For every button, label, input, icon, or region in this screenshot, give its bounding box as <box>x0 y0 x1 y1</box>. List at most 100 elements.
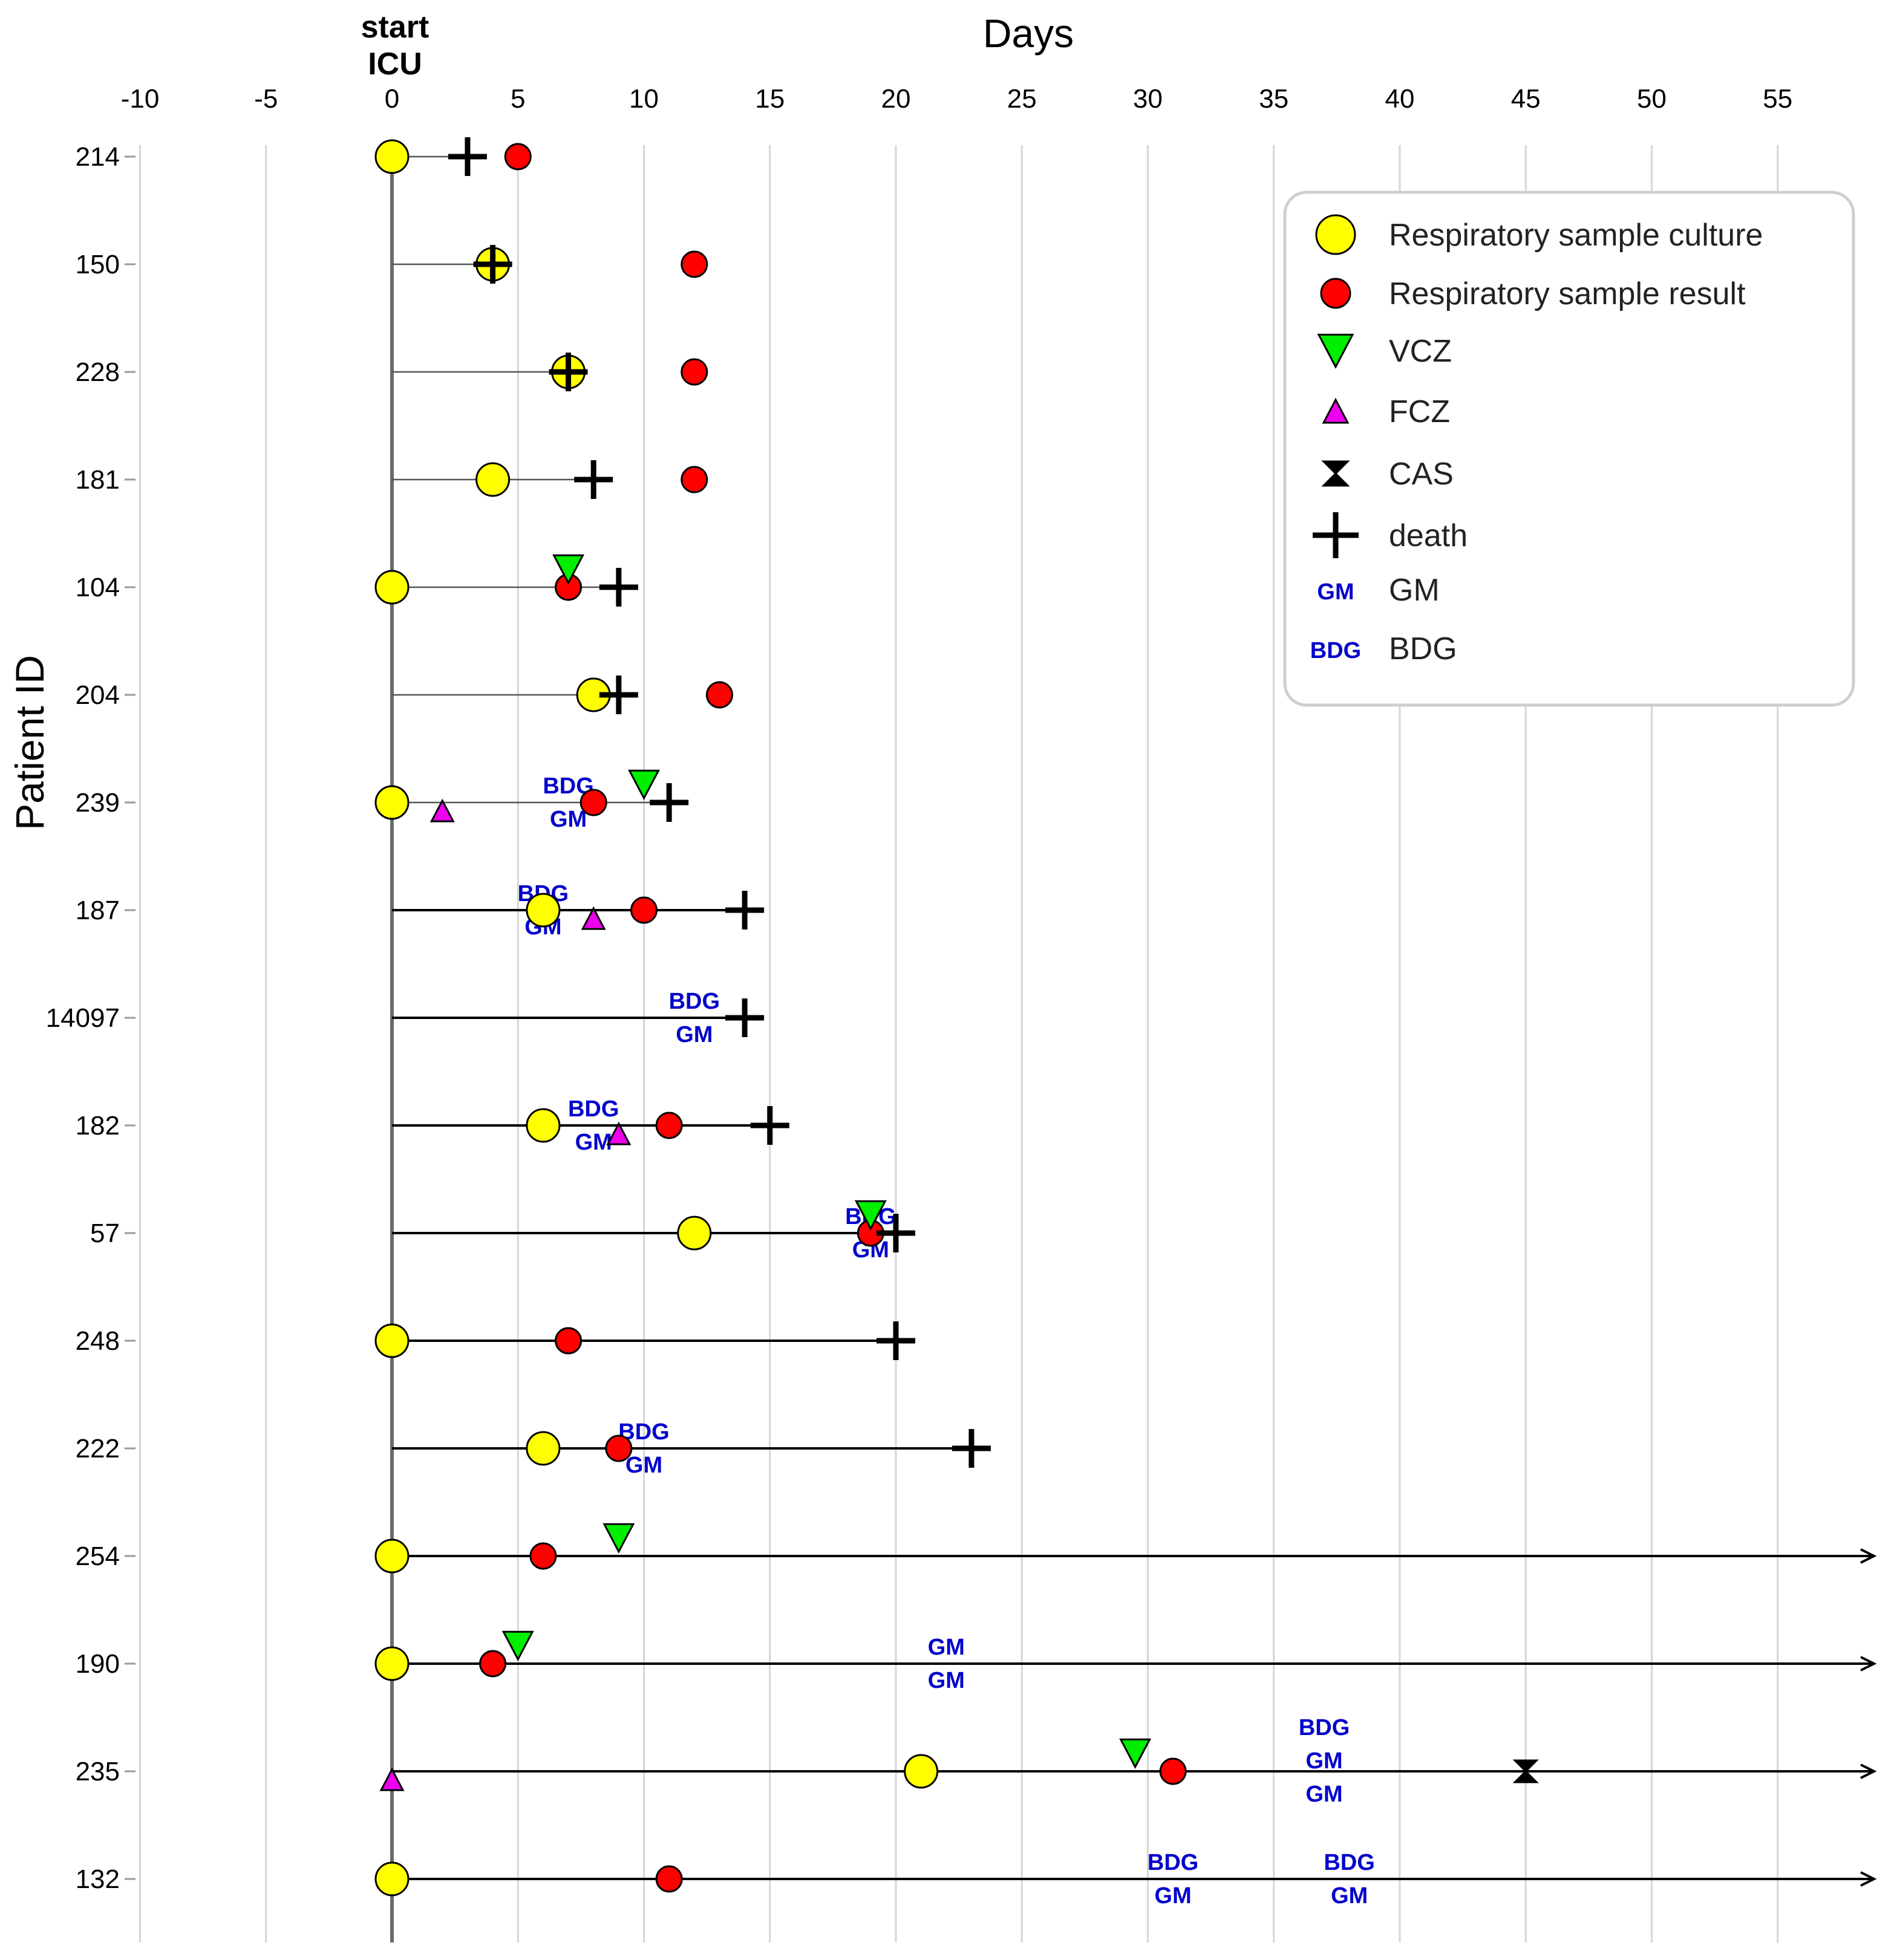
patient-row-132: 132 BDG GM BDG GM <box>76 1850 1877 1909</box>
culture-marker <box>526 1108 561 1143</box>
culture-marker <box>526 893 561 928</box>
patient-row-190: 190 GM GM <box>76 1630 1877 1693</box>
y-tick-label: 214 <box>76 142 120 172</box>
legend-label: death <box>1389 518 1468 553</box>
x-tick-label: 5 <box>511 84 525 114</box>
death-marker <box>650 783 689 822</box>
culture-marker <box>374 1646 410 1681</box>
y-tick-label: 57 <box>90 1219 120 1248</box>
patient-row-214: 214 <box>76 137 532 176</box>
vcz-marker <box>1119 1738 1152 1770</box>
death-marker <box>574 460 613 499</box>
lab-label-bdg: BDG <box>568 1096 619 1122</box>
legend-label: CAS <box>1389 457 1454 492</box>
x-tick-label: 55 <box>1763 84 1792 114</box>
result-marker <box>605 1434 633 1462</box>
vcz-marker <box>501 1630 534 1662</box>
legend-vcz-icon <box>1317 333 1354 369</box>
legend-result-icon <box>1320 278 1351 309</box>
result-marker <box>479 1650 507 1678</box>
culture-marker <box>374 570 410 605</box>
vcz-marker <box>552 554 585 585</box>
y-tick-label: 254 <box>76 1542 120 1571</box>
patient-row-254: 254 <box>76 1523 1877 1574</box>
patient-row-182: 182 BDG GM <box>76 1096 789 1155</box>
timeline-arrow <box>1860 1548 1877 1564</box>
result-marker <box>555 1327 583 1355</box>
y-tick-label: 14097 <box>46 1003 120 1033</box>
culture-marker <box>374 1323 410 1358</box>
legend-cas-icon <box>1321 460 1350 487</box>
y-tick-label: 222 <box>76 1434 120 1463</box>
y-tick-label: 248 <box>76 1326 120 1356</box>
legend-item-gm: GM GM <box>1317 573 1439 608</box>
y-tick-label: 187 <box>76 896 120 925</box>
result-marker <box>681 466 708 493</box>
legend-item-culture: Respiratory sample culture <box>1315 214 1763 255</box>
death-marker <box>725 891 765 930</box>
death-marker <box>448 137 487 176</box>
vcz-marker <box>628 769 660 801</box>
lab-label-gm: GM <box>625 1453 662 1478</box>
death-marker <box>549 353 588 391</box>
result-marker <box>580 789 607 816</box>
lab-label-gm: GM <box>928 1668 965 1693</box>
legend-culture-icon <box>1315 214 1356 255</box>
legend-label: BDG <box>1389 631 1457 666</box>
result-marker <box>504 143 532 171</box>
legend-item-result: Respiratory sample result <box>1320 276 1746 311</box>
legend-item-bdg: BDG BDG <box>1310 631 1457 666</box>
lab-label-gm: GM <box>1155 1883 1192 1909</box>
death-marker <box>473 245 512 284</box>
patient-row-228: 228 <box>76 353 708 391</box>
x-tick-label: 35 <box>1259 84 1288 114</box>
fcz-marker <box>581 906 606 930</box>
culture-marker <box>475 462 511 497</box>
death-marker <box>877 1214 915 1252</box>
result-marker <box>681 358 708 386</box>
legend-item-cas: CAS <box>1321 457 1454 492</box>
legend: Respiratory sample culture Respiratory sa… <box>1283 190 1855 707</box>
fcz-marker <box>606 1121 632 1145</box>
chart-title: Days <box>983 11 1074 56</box>
start-icu-label-line-1: start <box>361 10 429 45</box>
patient-row-248: 248 <box>76 1321 915 1360</box>
result-marker <box>655 1112 683 1139</box>
death-marker <box>725 998 765 1037</box>
legend-label: Respiratory sample result <box>1389 276 1746 311</box>
grid-layer: -10 -5 0 5 10 15 20 25 30 35 40 45 50 55 <box>121 84 1792 1942</box>
x-tick-label: 30 <box>1133 84 1163 114</box>
lab-label-bdg: BDG <box>1324 1850 1374 1875</box>
y-tick-label: 190 <box>76 1649 120 1679</box>
y-tick-label: 239 <box>76 788 120 818</box>
patient-row-150: 150 <box>76 245 708 284</box>
culture-marker <box>374 1861 410 1897</box>
vcz-marker <box>602 1523 635 1554</box>
lab-label-gm: GM <box>676 1022 713 1047</box>
result-marker <box>1159 1757 1187 1785</box>
legend-box <box>1283 190 1855 707</box>
legend-gm-icon: GM <box>1317 579 1354 605</box>
culture-marker <box>374 1538 410 1574</box>
y-tick-label: 182 <box>76 1111 120 1141</box>
result-marker <box>630 896 658 924</box>
culture-marker <box>526 1431 561 1466</box>
fcz-marker <box>429 798 455 822</box>
x-tick-label: 0 <box>385 84 399 114</box>
x-tick-label: -5 <box>254 84 278 114</box>
lab-label-bdg: BDG <box>669 989 720 1014</box>
patient-row-14097: 14097 BDG GM <box>46 989 765 1047</box>
vcz-marker <box>854 1200 887 1231</box>
result-marker <box>705 681 733 709</box>
patient-row-181: 181 <box>76 460 708 499</box>
lab-label-bdg: BDG <box>1299 1715 1350 1740</box>
death-marker <box>750 1106 789 1145</box>
y-tick-label: 204 <box>76 680 120 710</box>
fcz-marker <box>379 1767 405 1791</box>
patient-row-104: 104 <box>76 554 638 607</box>
x-tick-label: 50 <box>1637 84 1667 114</box>
lab-label-gm: GM <box>575 1130 612 1155</box>
lab-label-gm: GM <box>1331 1883 1368 1909</box>
